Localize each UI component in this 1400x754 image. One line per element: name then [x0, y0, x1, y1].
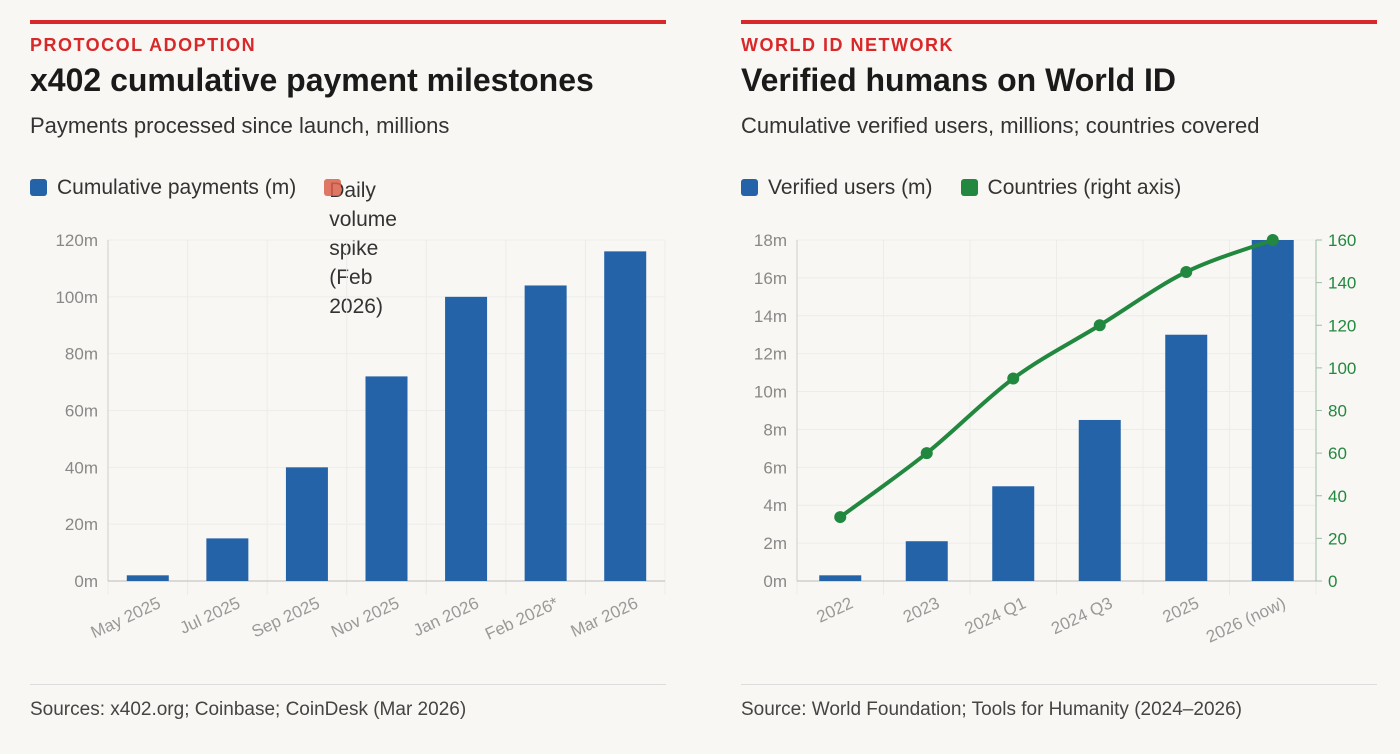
x-tick-label: 2026 (now)	[1203, 593, 1288, 646]
legend-item: Daily volume spike (Feb 2026)	[324, 176, 409, 321]
bar	[126, 575, 169, 581]
legend-item: Verified users (m)	[741, 176, 933, 200]
legend-item: Countries (right axis)	[960, 176, 1182, 200]
line-point	[1093, 319, 1106, 332]
y-tick-label: 4m	[763, 496, 787, 515]
x-tick-label: Mar 2026	[568, 593, 641, 641]
x-tick-label: 2025	[1160, 593, 1202, 626]
line-point	[920, 447, 933, 460]
y-tick-label: 0m	[763, 572, 787, 591]
x-tick-label: Jan 2026	[410, 593, 481, 640]
legend-item: Cumulative payments (m)	[30, 176, 296, 321]
y-tick-label: 14m	[754, 307, 787, 326]
x-tick-label: Nov 2025	[328, 593, 402, 641]
bar	[992, 486, 1035, 581]
kicker: WORLD ID NETWORK	[741, 35, 954, 55]
y2-tick-label: 20	[1328, 529, 1347, 548]
chart-subtitle: Payments processed since launch, million…	[30, 113, 450, 138]
legend-swatch	[324, 179, 342, 196]
x-tick-label: 2024 Q1	[962, 593, 1029, 638]
bar	[285, 467, 328, 581]
source-note: Sources: x402.org; Coinbase; CoinDesk (M…	[30, 699, 467, 720]
y-tick-label: 60m	[65, 402, 98, 421]
y2-tick-label: 40	[1328, 487, 1347, 506]
bar	[524, 285, 567, 581]
x-tick-label: 2024 Q3	[1048, 593, 1115, 638]
line-point	[1180, 265, 1193, 278]
legend-label: Cumulative payments (m)	[57, 176, 297, 199]
y-tick-label: 10m	[754, 383, 787, 402]
accent-rule	[30, 20, 666, 24]
y-tick-label: 2m	[763, 534, 787, 553]
y2-tick-label: 80	[1328, 402, 1347, 421]
line-point	[1266, 234, 1279, 246]
legend: Verified users (m) Countries (right axis…	[741, 176, 1181, 200]
x-tick-label: 2022	[814, 593, 856, 626]
y-tick-label: 0m	[74, 572, 98, 591]
legend-swatch	[30, 179, 47, 196]
chart-subtitle: Cumulative verified users, millions; cou…	[741, 113, 1260, 138]
bar-chart: 0m 20m 40m 60m 80m 100m 120m May 2025 Jul 2025 Se…	[55, 231, 666, 644]
kicker: PROTOCOL ADOPTION	[30, 35, 257, 55]
legend-label: Countries (right axis)	[987, 176, 1182, 199]
left-panel: PROTOCOL ADOPTION x402 cumulative paymen…	[30, 0, 666, 754]
x-tick-label: 2023	[900, 593, 942, 626]
y-tick-label: 100m	[55, 288, 98, 307]
y-tick-label: 16m	[754, 269, 787, 288]
y2-tick-label: 0	[1328, 572, 1337, 591]
chart-title: x402 cumulative payment milestones	[30, 62, 594, 98]
y2-tick-label: 60	[1328, 444, 1347, 463]
y-tick-label: 18m	[754, 231, 787, 250]
legend-label: Verified users (m)	[768, 176, 933, 199]
y-tick-label: 40m	[65, 458, 98, 477]
bar	[1251, 240, 1294, 581]
accent-rule	[741, 20, 1377, 24]
y-tick-label: 20m	[65, 515, 98, 534]
y-tick-label: 8m	[763, 420, 787, 439]
right-panel: WORLD ID NETWORK Verified humans on Worl…	[741, 0, 1377, 754]
bar	[604, 251, 647, 581]
y-tick-label: 120m	[55, 231, 98, 250]
combo-chart: 0m 2m 4m 6m 8m 10m 12m 14m 16m 18m 2022 2023 2024 Q1…	[754, 231, 1356, 647]
bar	[1165, 334, 1208, 581]
legend: Cumulative payments (m) Daily volume spi…	[30, 176, 409, 321]
bar	[905, 541, 948, 581]
line-point	[834, 511, 847, 524]
bar	[365, 376, 408, 581]
y2-tick-label: 160	[1328, 231, 1356, 250]
bar	[819, 575, 862, 581]
y2-tick-label: 120	[1328, 316, 1356, 335]
line-point	[1007, 372, 1020, 385]
y2-tick-label: 140	[1328, 274, 1356, 293]
x-tick-label: May 2025	[88, 593, 164, 642]
legend-swatch	[960, 179, 978, 196]
chart-title: Verified humans on World ID	[741, 62, 1177, 98]
legend-swatch	[741, 179, 758, 196]
source-note: Source: World Foundation; Tools for Huma…	[741, 699, 1242, 720]
x-tick-label: Jul 2025	[177, 593, 243, 637]
y-tick-label: 12m	[754, 345, 787, 364]
y2-tick-label: 100	[1328, 359, 1356, 378]
y-tick-label: 6m	[763, 458, 787, 477]
x-tick-label: Feb 2026*	[482, 593, 561, 644]
divider	[30, 684, 666, 685]
x-tick-label: Sep 2025	[249, 593, 323, 641]
bar	[1078, 419, 1121, 581]
y-tick-label: 80m	[65, 345, 98, 364]
bar	[206, 538, 249, 581]
bar	[445, 296, 488, 581]
divider	[741, 684, 1377, 685]
